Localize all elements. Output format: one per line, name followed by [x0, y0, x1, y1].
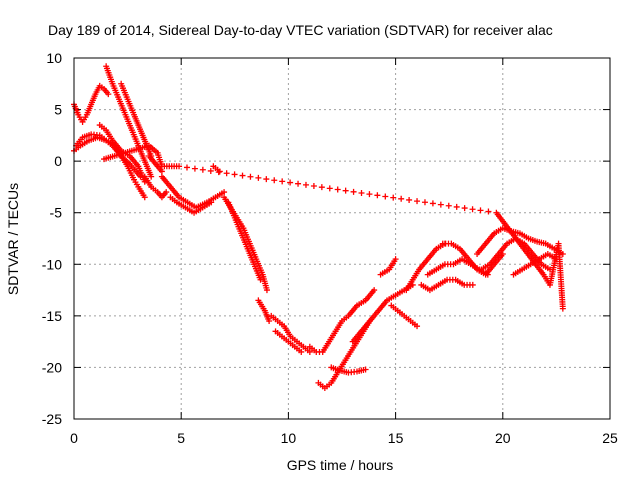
data-point-dense [366, 191, 373, 198]
data-point [392, 256, 399, 263]
data-point-dense [469, 206, 476, 213]
x-tick-label: 5 [177, 430, 185, 446]
data-point-dense [429, 200, 436, 207]
data-point-dense [453, 203, 460, 210]
data-point-dense [374, 192, 381, 199]
series-track-7 [141, 173, 170, 201]
data-point-dense [255, 174, 262, 181]
data-point-dense [421, 199, 428, 206]
y-tick-label: -5 [50, 205, 63, 221]
data-point-dense [477, 207, 484, 214]
x-tick-label: 0 [70, 430, 78, 446]
series-track-15 [268, 312, 313, 355]
data-point [141, 194, 148, 201]
data-point-dense [406, 196, 413, 203]
series-track-22 [388, 302, 421, 330]
y-tick-label: -20 [42, 359, 62, 375]
data-point-dense [263, 176, 270, 183]
data-point-dense [302, 181, 309, 188]
data-point [266, 318, 273, 325]
marks-layer [71, 63, 566, 392]
y-tick-label: 10 [46, 50, 62, 66]
data-point-dense [342, 187, 349, 194]
data-point-dense [207, 167, 214, 174]
data-point [158, 168, 165, 175]
data-point-dense [247, 173, 254, 180]
data-point-dense [223, 170, 230, 177]
y-tick-label: -10 [42, 256, 62, 272]
data-point-dense [414, 198, 421, 205]
x-tick-label: 10 [281, 430, 297, 446]
data-point [163, 189, 170, 196]
series-track-10 [167, 194, 215, 216]
data-point-dense [183, 164, 190, 171]
data-point [148, 173, 155, 180]
grid-layer [74, 58, 610, 419]
data-point-dense [318, 184, 325, 191]
data-point-dense [437, 201, 444, 208]
data-point-dense [398, 195, 405, 202]
data-point [469, 281, 476, 288]
plot-frame [73, 57, 611, 420]
data-point-dense [279, 178, 286, 185]
data-point-dense [350, 188, 357, 195]
data-point [362, 366, 369, 373]
data-point-dense [382, 193, 389, 200]
chart-title: Day 189 of 2014, Sidereal Day-to-day VTE… [48, 22, 553, 38]
data-point [257, 276, 264, 283]
data-point-dense [358, 189, 365, 196]
y-tick-label: 0 [54, 153, 62, 169]
series-track-3 [71, 82, 112, 125]
data-point-dense [445, 202, 452, 209]
data-point-dense [310, 183, 317, 190]
data-point-dense [390, 194, 397, 201]
y-tick-label: -25 [42, 411, 62, 427]
series-track-13 [225, 199, 264, 283]
y-tick-label: 5 [54, 102, 62, 118]
data-point-dense [295, 180, 302, 187]
data-point-dense [334, 186, 341, 193]
data-point [176, 163, 183, 170]
series-track-21 [377, 256, 399, 278]
x-tick-label: 15 [388, 430, 404, 446]
series-track-2 [73, 131, 144, 180]
data-point-dense [199, 166, 206, 173]
data-point [414, 323, 421, 330]
series-track-11 [210, 163, 223, 175]
series-track-25 [418, 276, 476, 294]
data-point [221, 189, 228, 196]
data-point-dense [231, 171, 238, 178]
data-point [559, 305, 566, 312]
data-point-dense [485, 208, 492, 215]
data-point [559, 250, 566, 257]
x-axis-label: GPS time / hours [287, 457, 394, 473]
series-track-14 [255, 297, 273, 325]
data-point-dense [215, 169, 222, 176]
data-point [298, 348, 305, 355]
data-point-dense [239, 172, 246, 179]
series-track-8 [146, 152, 165, 175]
y-tick-label: -15 [42, 308, 62, 324]
data-point-dense [191, 165, 198, 172]
series-track-17 [306, 287, 378, 355]
x-tick-label: 25 [602, 430, 618, 446]
series-track-28 [478, 235, 553, 273]
data-point [208, 199, 215, 206]
data-point-dense [271, 177, 278, 184]
data-point [263, 287, 270, 294]
data-point [105, 91, 112, 98]
data-point [371, 287, 378, 294]
series-track-30 [101, 142, 566, 312]
y-axis-label: SDTVAR / TECUs [5, 183, 21, 295]
data-point [306, 348, 313, 355]
series-track-4 [103, 63, 155, 180]
series-track-19 [328, 364, 369, 376]
data-point-dense [326, 185, 333, 192]
x-tick-label: 20 [495, 430, 511, 446]
data-point-dense [461, 205, 468, 212]
series-track-16 [272, 328, 305, 355]
data-point-dense [287, 179, 294, 186]
